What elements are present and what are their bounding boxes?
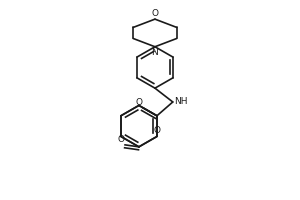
- Text: O: O: [152, 9, 158, 18]
- Text: O: O: [153, 126, 161, 135]
- Text: N: N: [152, 48, 158, 57]
- Text: NH: NH: [174, 97, 187, 106]
- Text: O: O: [117, 135, 124, 144]
- Text: O: O: [135, 98, 142, 107]
